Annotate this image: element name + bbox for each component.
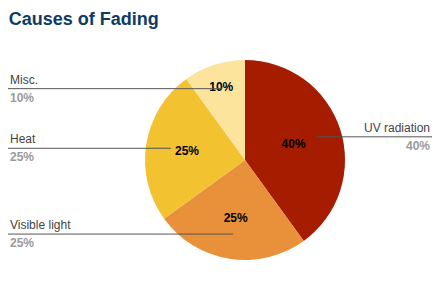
svg-text:25%: 25% [10, 236, 34, 250]
svg-text:25%: 25% [175, 144, 199, 158]
svg-text:40%: 40% [282, 137, 306, 151]
svg-text:Causes of Fading: Causes of Fading [9, 9, 159, 29]
svg-text:Misc.: Misc. [10, 73, 38, 87]
svg-text:Heat: Heat [10, 132, 36, 146]
svg-text:10%: 10% [10, 91, 34, 105]
svg-text:10%: 10% [209, 80, 233, 94]
svg-text:25%: 25% [224, 211, 248, 225]
svg-text:40%: 40% [406, 139, 430, 153]
svg-text:Visible light: Visible light [10, 218, 71, 232]
svg-text:UV radiation: UV radiation [364, 121, 430, 135]
svg-text:25%: 25% [10, 150, 34, 164]
